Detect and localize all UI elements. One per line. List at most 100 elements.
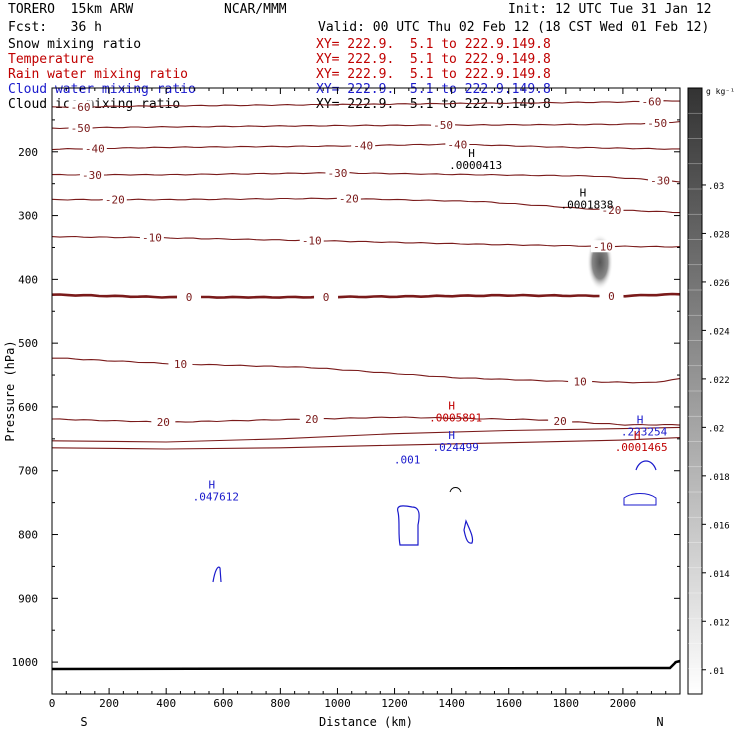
contour-label: 0 <box>608 290 615 303</box>
y-tick-label: 800 <box>18 529 38 542</box>
contour-label-bg <box>139 231 164 244</box>
contour-label-bg <box>568 375 593 388</box>
field-name-rain: Rain water mixing ratio <box>8 67 189 82</box>
y-tick-label: 700 <box>18 465 38 478</box>
contour-label: -40 <box>447 138 467 151</box>
x-tick-label: 600 <box>213 697 233 710</box>
field-name-snow: Snow mixing ratio <box>8 37 142 52</box>
contour-label-bg <box>314 290 339 303</box>
max-marker: H <box>448 429 455 442</box>
contour-label: -40 <box>353 140 373 153</box>
max-marker: H <box>209 479 216 492</box>
max-marker: H <box>580 186 587 199</box>
forecast-hour: Fcst: 36 h <box>8 20 102 35</box>
colorbar-tick-label: .028 <box>708 230 730 240</box>
north-label: N <box>656 715 663 729</box>
maxima-markers: H.0000413H.0001838H.0005891H.024499H.223… <box>193 147 668 504</box>
contour-label: -20 <box>602 204 622 217</box>
contour-label: -20 <box>105 194 125 207</box>
temperature-contour <box>51 100 680 108</box>
max-value-label: .0001465 <box>615 441 668 454</box>
contour-label: 10 <box>174 358 187 371</box>
model-title: TORERO 15km ARW <box>8 2 134 17</box>
cloud-water-contour <box>212 566 222 583</box>
x-tick-label: 200 <box>99 697 119 710</box>
contour-label: -50 <box>71 122 91 135</box>
field-xy-rain: XY= 222.9. 5.1 to 222.9.149.8 <box>316 67 551 82</box>
x-tick-label: 2000 <box>610 697 637 710</box>
contour-label-bg <box>79 168 104 181</box>
y-axis-label: Pressure (hPa) <box>3 340 17 441</box>
contour-label-bg <box>445 138 470 151</box>
field-xy-snow: XY= 222.9. 5.1 to 222.9.149.8 <box>316 37 551 52</box>
contour-label-bg <box>645 116 670 129</box>
contour-label-bg <box>82 142 107 155</box>
contour-label-bg <box>102 193 127 206</box>
contour-label: 10 <box>573 376 586 389</box>
contour-label: -10 <box>142 232 162 245</box>
contour-label: 20 <box>305 413 318 426</box>
contour-label-bg <box>325 166 350 179</box>
contour-label-bg <box>351 139 376 152</box>
cloud-water-contour <box>397 505 420 546</box>
colorbar-tick-label: .02 <box>708 424 724 434</box>
colorbar-tick-label: .014 <box>708 570 730 580</box>
contour-label: -30 <box>650 174 670 187</box>
cloud-water-contour <box>463 519 474 544</box>
init-time: Init: 12 UTC Tue 31 Jan 12 <box>508 2 712 17</box>
valid-time: Valid: 00 UTC Thu 02 Feb 12 (18 CST Wed … <box>318 20 710 35</box>
contour-label-bg <box>68 121 93 134</box>
temperature-contour <box>51 426 681 443</box>
rain-contour <box>449 487 462 493</box>
rain-contour <box>623 493 657 506</box>
contour-label: -60 <box>642 95 662 108</box>
temperature-contour <box>51 437 681 450</box>
contour-label-bg <box>151 416 176 429</box>
x-axis-label: Distance (km) <box>319 715 413 729</box>
contour-label-bg <box>177 291 202 304</box>
x-tick-label: 1400 <box>438 697 465 710</box>
contour-label: -50 <box>433 119 453 132</box>
colorbar-tick-label: .01 <box>708 667 724 677</box>
colorbar-tick-label: .026 <box>708 279 730 289</box>
axes: 0 200 400 600 800 1000 1200 1400 1600 1800 2000200… <box>3 87 681 729</box>
max-value-label: .0005891 <box>429 411 482 424</box>
x-tick-label: 1200 <box>381 697 408 710</box>
x-tick-label: 0 <box>49 697 56 710</box>
max-marker: H <box>634 429 641 442</box>
colorbar: .01 .012 .014 .016 .018 .02 .022 .024 .026 .028 .0… <box>687 87 735 695</box>
max-marker: H <box>637 414 644 427</box>
max-marker: H <box>468 147 475 160</box>
max-value-label: .024499 <box>432 441 478 454</box>
colorbar-tick-label: .018 <box>708 473 730 483</box>
contour-label-bg <box>299 234 324 247</box>
cloud-water-contour <box>635 460 657 471</box>
contour-label-bg <box>648 174 673 187</box>
temperature-contour <box>51 416 681 426</box>
temperature-contour <box>51 121 681 130</box>
y-tick-label: 500 <box>18 337 38 350</box>
contour-label-bg <box>590 240 615 253</box>
y-tick-label: 200 <box>18 146 38 159</box>
colorbar-tick-label: .012 <box>708 618 730 628</box>
contour-label: -10 <box>302 235 322 248</box>
max-value-label: .047612 <box>193 491 239 504</box>
colorbar-tick-label: .016 <box>708 521 730 531</box>
x-tick-label: 1000 <box>324 697 351 710</box>
contour-label: -50 <box>647 117 667 130</box>
field-xy-temperature: XY= 222.9. 5.1 to 222.9.149.8 <box>316 52 551 67</box>
colorbar-tick-label: .024 <box>708 327 730 337</box>
contour-label: -10 <box>593 240 613 253</box>
contour-label: 20 <box>157 416 170 429</box>
y-tick-label: 400 <box>18 273 38 286</box>
field-name-cloud-ice: Cloud ice mixing ratio <box>8 97 181 112</box>
max-value-label: .223254 <box>621 426 668 439</box>
colorbar-tick-label: .022 <box>708 376 730 386</box>
contour-label-bg <box>68 100 93 113</box>
surface-line <box>51 659 681 671</box>
y-tick-label: 900 <box>18 592 38 605</box>
temperature-contours: -60 -60-50 -50 -50-40 -40 -40-30 -30-30-20 -20-… <box>51 95 681 450</box>
y-tick-label: 600 <box>18 401 38 414</box>
contour-label: -60 <box>71 101 91 114</box>
